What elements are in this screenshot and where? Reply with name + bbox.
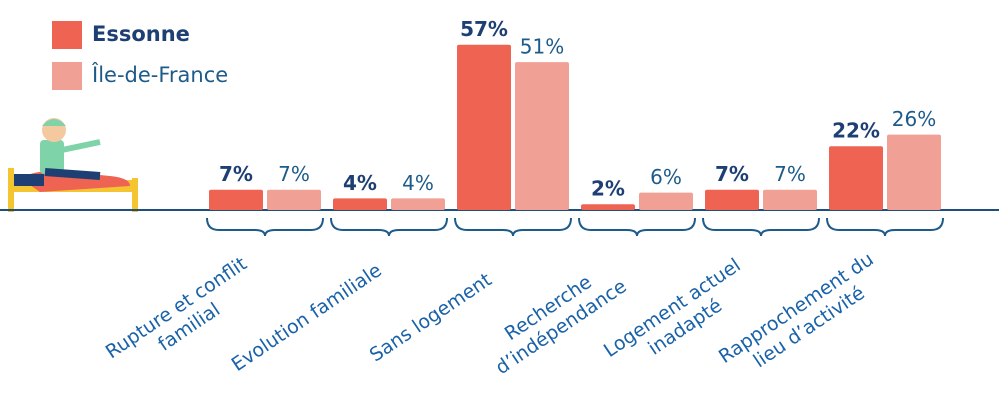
value-label: 7% bbox=[278, 162, 310, 186]
value-label: 26% bbox=[892, 107, 936, 131]
legend-label: Essonne bbox=[92, 22, 190, 46]
x-tick-label: Sans logement bbox=[366, 269, 496, 367]
bar bbox=[581, 204, 635, 210]
brace bbox=[702, 217, 820, 237]
brace bbox=[330, 217, 448, 237]
bar bbox=[457, 44, 511, 211]
brace bbox=[578, 217, 696, 237]
bar bbox=[639, 192, 693, 210]
value-label: 7% bbox=[774, 162, 806, 186]
brace bbox=[826, 217, 944, 237]
brace bbox=[206, 217, 324, 237]
legend-swatch bbox=[52, 21, 82, 49]
value-label: 51% bbox=[520, 35, 564, 59]
legend-label: Île-de-France bbox=[91, 62, 228, 87]
bar bbox=[391, 198, 445, 210]
bar bbox=[333, 198, 387, 210]
bar bbox=[267, 189, 321, 210]
bar bbox=[829, 146, 883, 210]
bar bbox=[763, 189, 817, 210]
value-label: 7% bbox=[715, 162, 749, 186]
bar bbox=[515, 62, 569, 210]
bar bbox=[209, 189, 263, 210]
illustration bbox=[8, 118, 138, 212]
value-label: 7% bbox=[219, 162, 253, 186]
legend-swatch bbox=[52, 62, 82, 90]
brace bbox=[454, 217, 572, 237]
value-label: 2% bbox=[591, 177, 625, 201]
value-label: 4% bbox=[402, 171, 434, 195]
category-label: Evolution familiale bbox=[228, 259, 386, 376]
x-tick-label: Evolution familiale bbox=[228, 259, 386, 376]
bar bbox=[705, 189, 759, 210]
bar bbox=[887, 134, 941, 210]
value-label: 22% bbox=[832, 119, 880, 143]
category-label: Sans logement bbox=[366, 269, 496, 367]
value-label: 6% bbox=[650, 165, 682, 189]
value-label: 57% bbox=[460, 17, 508, 41]
value-label: 4% bbox=[343, 171, 377, 195]
